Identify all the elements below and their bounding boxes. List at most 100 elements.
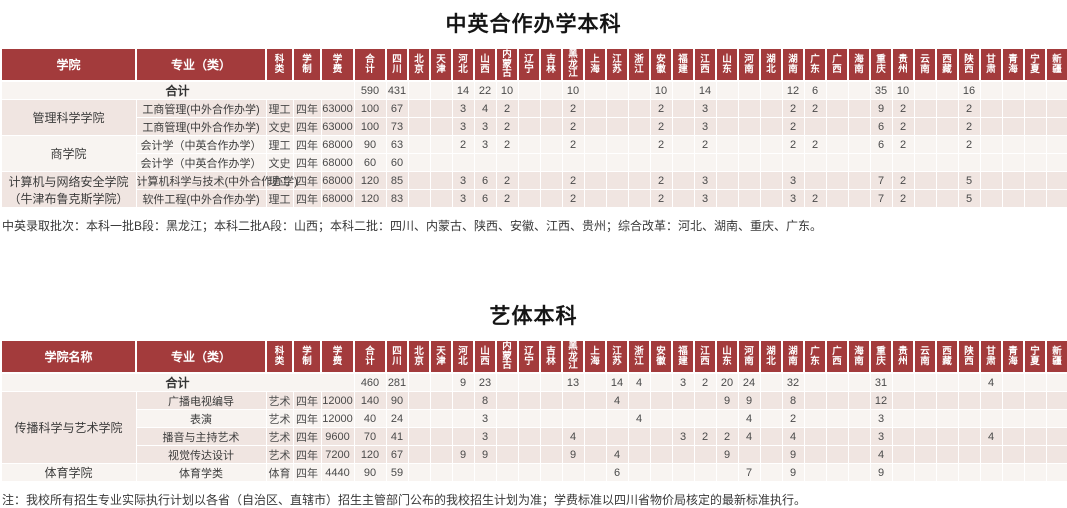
province-header: 河南: [737, 46, 761, 83]
plan-cell: [517, 171, 541, 191]
plan-cell: [913, 117, 937, 137]
province-header: 海南: [847, 339, 871, 375]
plan-cell: [825, 427, 849, 447]
plan-cell: 9: [715, 445, 739, 465]
plan-cell: [847, 427, 871, 447]
total-cell: [957, 372, 981, 393]
province-header: 北京: [407, 46, 431, 83]
plan-cell: 2: [957, 135, 981, 155]
plan-cell: [539, 153, 563, 173]
plan-cell: 70: [353, 427, 387, 447]
table-row: 商学院 会计学（中英合作办学） 理工 四年 68000 90 63 2 3 2 2 2 2 2 2 6 2 2: [0, 135, 1067, 173]
total-cell: [913, 372, 937, 393]
total-cell: 6: [803, 80, 827, 101]
plan-cell: [671, 171, 695, 191]
plan-cell: 2: [561, 171, 585, 191]
plan-cell: [715, 135, 739, 155]
plan-cell: 5: [957, 171, 981, 191]
plan-cell: [517, 445, 541, 465]
duration-header: 学制: [292, 46, 322, 83]
plan-cell: [451, 463, 475, 483]
duration-header-label: 学制: [302, 345, 312, 367]
plan-cell: 3: [451, 99, 475, 119]
plan-cell: [407, 99, 431, 119]
plan-cell: [759, 391, 783, 411]
plan-cell: 2: [803, 135, 827, 155]
province-header: 西藏: [935, 339, 959, 375]
province-header-label: 宁夏: [1030, 53, 1040, 75]
duration-header: 学制: [292, 339, 322, 375]
plan-cell: 9: [869, 99, 893, 119]
plan-cell: [1001, 117, 1025, 137]
total-cell: 35: [869, 80, 893, 101]
table-row: 管理科学学院 工商管理(中外合作办学) 理工 四年 63000 100 67 3 4 2 2 2 3 2 2…: [0, 99, 1067, 137]
plan-cell: 7: [869, 189, 893, 209]
plan-cell: [715, 117, 739, 137]
plan-cell: [495, 153, 519, 173]
province-header-label: 内蒙古: [502, 49, 512, 80]
plan-cell: [671, 463, 695, 483]
province-header: 河北: [451, 46, 475, 83]
province-header: 湖南: [781, 339, 805, 375]
province-header: 云南: [913, 46, 937, 83]
subject-header: 科类: [265, 339, 294, 375]
plan-cell: [561, 463, 585, 483]
plan-cell: [891, 463, 915, 483]
plan-cell: [517, 463, 541, 483]
plan-cell: [803, 171, 827, 191]
total-cell: [825, 80, 849, 101]
plan-cell: [517, 117, 541, 137]
plan-cell: 2: [495, 135, 519, 155]
plan-cell: 90: [353, 463, 387, 483]
sino-british-table: 学院 专业（类） 科类 学制 学费 合计 四川 北京 天津 河北 山西 内蒙古 辽宁 吉林 黑龙江 上海 江苏浙…: [0, 46, 1067, 209]
total-cell: [825, 372, 849, 393]
tuition-cell: 63000: [320, 99, 355, 119]
total-cell: [935, 80, 959, 101]
plan-cell: 6: [605, 463, 629, 483]
province-header: 甘肃: [979, 46, 1003, 83]
plan-cell: [759, 117, 783, 137]
province-header-label: 吉林: [546, 53, 556, 75]
plan-cell: [649, 445, 673, 465]
province-header: 甘肃: [979, 339, 1003, 375]
province-header: 黑龙江: [561, 339, 585, 375]
plan-cell: [715, 189, 739, 209]
province-header-label: 江苏: [612, 53, 622, 75]
plan-cell: [517, 153, 541, 173]
plan-cell: 5: [957, 189, 981, 209]
plan-cell: 4: [605, 391, 629, 411]
plan-cell: 3: [693, 171, 717, 191]
duration-cell: 四年: [292, 153, 322, 173]
plan-cell: 4: [473, 99, 497, 119]
province-header: 江西: [693, 46, 717, 83]
total-column-header-label: 合计: [365, 53, 375, 75]
plan-cell: 9: [781, 463, 805, 483]
plan-cell: [891, 409, 915, 429]
plan-cell: [429, 171, 453, 191]
plan-cell: 120: [353, 189, 387, 209]
plan-cell: [605, 99, 629, 119]
plan-cell: 3: [693, 99, 717, 119]
plan-cell: [649, 427, 673, 447]
plan-cell: [451, 391, 475, 411]
plan-cell: [825, 391, 849, 411]
total-cell: 2: [693, 372, 717, 393]
plan-cell: 2: [781, 135, 805, 155]
plan-cell: 3: [869, 409, 893, 429]
plan-cell: [715, 171, 739, 191]
province-header: 江苏: [605, 46, 629, 83]
province-header: 新疆: [1045, 46, 1067, 83]
college-header: 学院: [0, 46, 137, 83]
plan-cell: [737, 189, 761, 209]
plan-cell: [891, 153, 915, 173]
plan-cell: [1001, 391, 1025, 411]
tuition-cell: 12000: [320, 409, 355, 429]
province-header: 湖北: [759, 339, 783, 375]
plan-cell: 2: [803, 189, 827, 209]
plan-cell: 4: [781, 427, 805, 447]
plan-cell: [979, 189, 1003, 209]
province-header: 湖北: [759, 46, 783, 83]
plan-cell: 2: [495, 99, 519, 119]
subject-cell: 文史: [265, 153, 294, 173]
plan-cell: [429, 427, 453, 447]
